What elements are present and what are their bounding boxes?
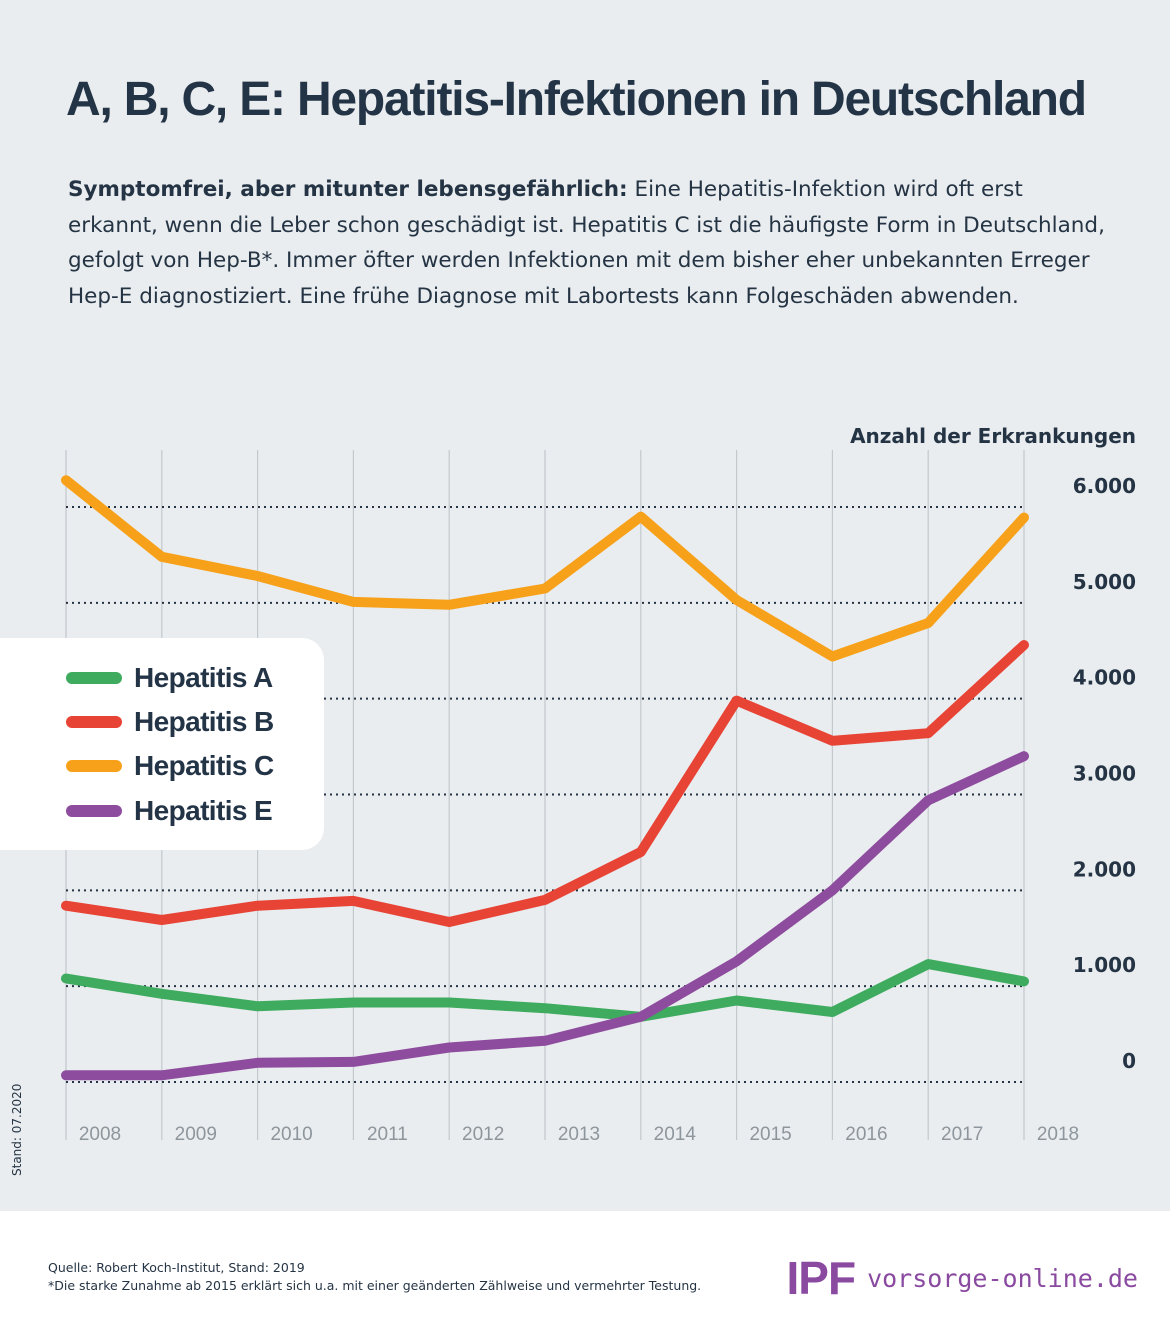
legend-item-hepatitis-c: Hepatitis C — [66, 748, 274, 784]
source-text: Quelle: Robert Koch-Institut, Stand: 201… — [48, 1260, 305, 1275]
x-tick-label: 2010 — [270, 1124, 312, 1145]
legend-label: Hepatitis E — [134, 795, 273, 826]
footer: Quelle: Robert Koch-Institut, Stand: 201… — [0, 1211, 1170, 1337]
x-tick-label: 2012 — [462, 1124, 504, 1145]
x-tick-label: 2016 — [845, 1124, 887, 1145]
chart-title: A, B, C, E: Hepatitis-Infektionen in Deu… — [66, 73, 1087, 126]
series-line-hepatitis-b — [61, 640, 1029, 927]
series-lines — [61, 475, 1029, 1081]
y-tick-label: 3.000 — [1073, 762, 1136, 786]
legend-label: Hepatitis B — [134, 706, 274, 737]
intro-text: Eine Hepatitis-Infektion wird oft erst e… — [68, 177, 1105, 309]
footnote-text: *Die starke Zunahme ab 2015 erklärt sich… — [48, 1278, 702, 1293]
y-tick-label: 6.000 — [1073, 474, 1136, 498]
legend-item-hepatitis-a: Hepatitis A — [66, 660, 273, 696]
series-line-hepatitis-e — [61, 751, 1029, 1081]
legend-swatch-hepatitis-a — [66, 672, 122, 684]
legend-item-hepatitis-b: Hepatitis B — [66, 704, 274, 740]
legend-swatch-hepatitis-b — [66, 716, 122, 728]
x-tick-label: 2014 — [654, 1124, 697, 1145]
y-tick-label: 2.000 — [1073, 857, 1136, 881]
y-tick-label: 0 — [1122, 1049, 1136, 1073]
legend-swatch-hepatitis-e — [66, 805, 122, 817]
y-tick-label: 5.000 — [1073, 570, 1136, 594]
y-tick-label: 4.000 — [1073, 666, 1136, 690]
brand-url[interactable]: vorsorge-online.de — [867, 1263, 1138, 1293]
x-tick-label: 2018 — [1037, 1124, 1079, 1145]
legend-item-hepatitis-e: Hepatitis E — [66, 793, 273, 829]
x-tick-label: 2011 — [367, 1124, 408, 1145]
horizontal-gridlines — [66, 506, 1026, 1083]
y-tick-label: 1.000 — [1073, 953, 1136, 977]
x-tick-labels: 2008 2009 2010 2011 2012 2013 2014 2015 2016 2017… — [79, 1124, 1079, 1145]
legend-swatch-hepatitis-c — [66, 760, 122, 772]
intro-paragraph: Symptomfrei, aber mitunter lebensgefährl… — [68, 172, 1108, 314]
stand-label: Stand: 07.2020 — [10, 1083, 24, 1176]
series-line-hepatitis-c — [61, 475, 1029, 662]
series-line-hepatitis-a — [61, 959, 1029, 1022]
x-tick-label: 2017 — [941, 1124, 983, 1145]
x-tick-label: 2015 — [749, 1124, 791, 1145]
x-tick-label: 2009 — [175, 1124, 217, 1145]
brand[interactable]: IPF vorsorge-online.de — [787, 1252, 1139, 1304]
y-axis-label: Anzahl der Erkrankungen — [850, 424, 1136, 448]
line-chart: 0 1.000 2.000 3.000 4.000 5.000 6.000 2008 2009… — [61, 450, 1136, 1145]
legend: Hepatitis A Hepatitis B Hepatitis C Hepa… — [0, 638, 324, 850]
y-tick-labels: 0 1.000 2.000 3.000 4.000 5.000 6.000 — [1073, 474, 1136, 1073]
legend-label: Hepatitis C — [134, 750, 274, 781]
x-tick-label: 2008 — [79, 1124, 121, 1145]
intro-bold: Symptomfrei, aber mitunter lebensgefährl… — [68, 177, 628, 202]
source-block: Quelle: Robert Koch-Institut, Stand: 201… — [48, 1259, 701, 1295]
x-tick-label: 2013 — [558, 1124, 600, 1145]
legend-label: Hepatitis A — [134, 662, 273, 693]
ipf-logo: IPF — [786, 1252, 857, 1304]
